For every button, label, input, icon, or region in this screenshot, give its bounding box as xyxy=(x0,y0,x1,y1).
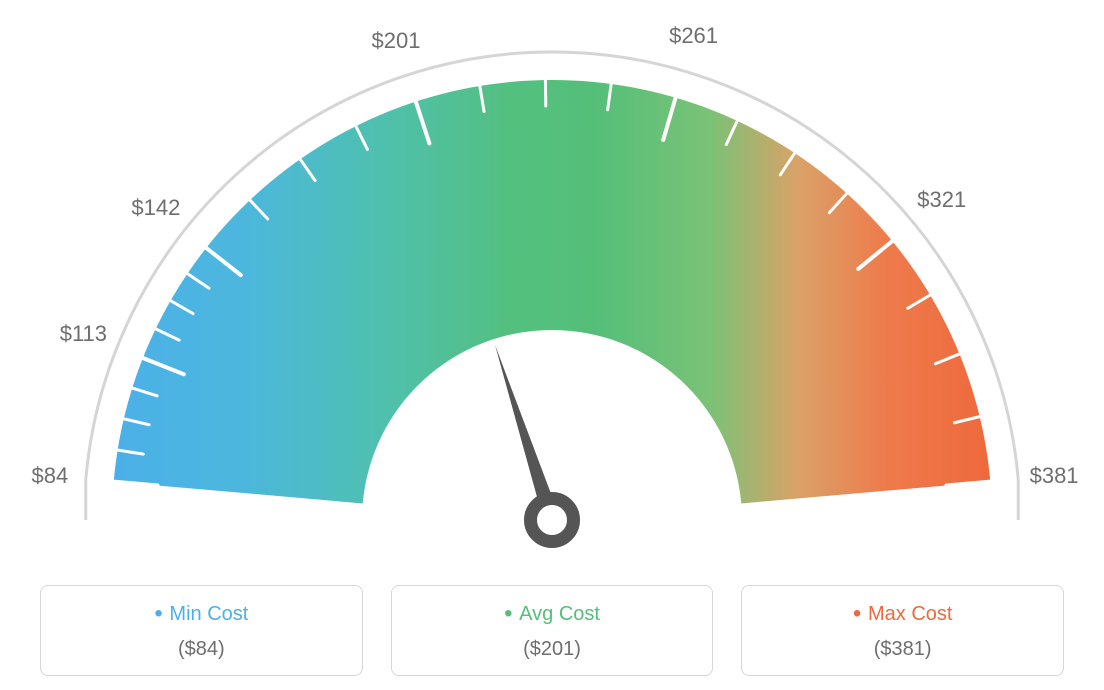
legend-value-max: ($381) xyxy=(752,638,1053,661)
legend-row: Min Cost ($84) Avg Cost ($201) Max Cost … xyxy=(40,585,1064,676)
gauge-tick-label: $142 xyxy=(131,195,180,221)
gauge-arc xyxy=(114,80,991,503)
gauge-tick-label: $261 xyxy=(669,23,718,49)
legend-card-min: Min Cost ($84) xyxy=(40,585,363,676)
legend-title-avg: Avg Cost xyxy=(402,600,703,628)
gauge-tick-label: $321 xyxy=(917,187,966,213)
gauge-tick-label: $201 xyxy=(372,28,421,54)
cost-gauge-chart: $84 $113 $142 $201 $261 $321 $381 Min Cost ($8… xyxy=(0,0,1104,690)
legend-value-avg: ($201) xyxy=(402,638,703,661)
gauge-tick-label: $84 xyxy=(32,463,69,489)
gauge-area: $84 $113 $142 $201 $261 $321 $381 xyxy=(0,0,1104,570)
legend-title-min: Min Cost xyxy=(51,600,352,628)
legend-card-avg: Avg Cost ($201) xyxy=(391,585,714,676)
legend-card-max: Max Cost ($381) xyxy=(741,585,1064,676)
gauge-tick-label: $113 xyxy=(60,321,107,347)
gauge-tick-label: $381 xyxy=(1030,463,1079,489)
gauge-needle xyxy=(495,345,553,505)
legend-value-min: ($84) xyxy=(51,638,352,661)
gauge-needle-hub xyxy=(531,499,574,542)
legend-title-max: Max Cost xyxy=(752,600,1053,628)
gauge-svg xyxy=(0,0,1104,570)
